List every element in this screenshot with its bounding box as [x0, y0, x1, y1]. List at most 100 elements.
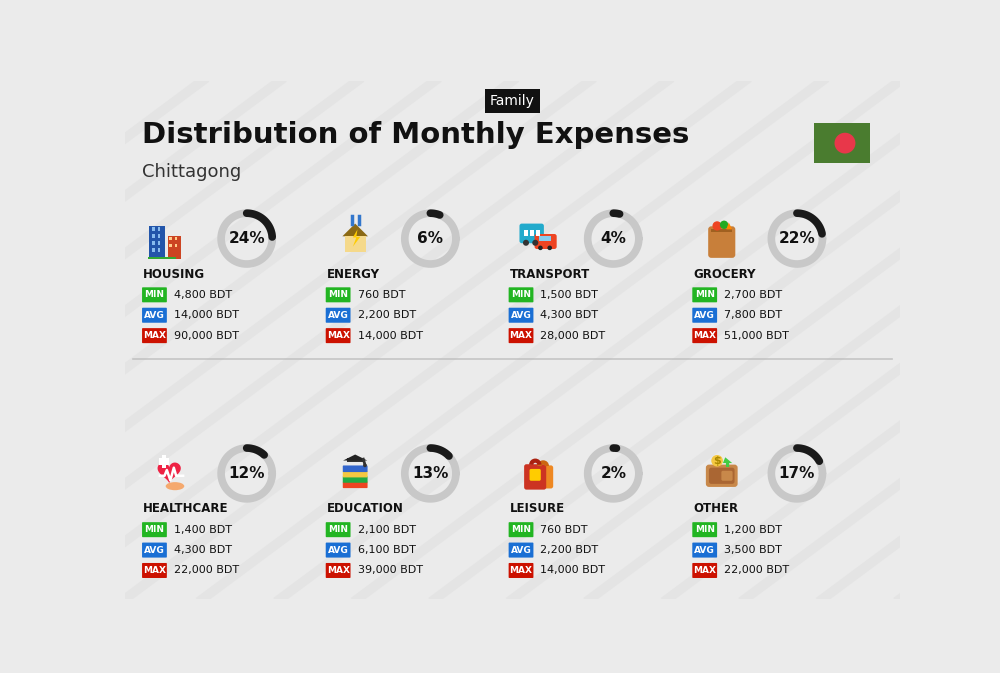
Circle shape: [711, 455, 723, 466]
Text: Family: Family: [490, 94, 535, 108]
Text: 1,200 BDT: 1,200 BDT: [724, 525, 782, 534]
Text: ENERGY: ENERGY: [326, 268, 380, 281]
Text: AVG: AVG: [511, 546, 531, 555]
Text: 4,800 BDT: 4,800 BDT: [174, 290, 232, 299]
Text: AVG: AVG: [144, 546, 165, 555]
Text: MAX: MAX: [510, 566, 533, 575]
Text: MIN: MIN: [511, 525, 531, 534]
Text: AVG: AVG: [328, 311, 349, 320]
Polygon shape: [158, 462, 181, 483]
FancyBboxPatch shape: [509, 287, 533, 302]
Bar: [152, 248, 155, 252]
FancyBboxPatch shape: [343, 476, 368, 483]
FancyBboxPatch shape: [326, 328, 351, 343]
FancyBboxPatch shape: [142, 287, 167, 302]
Text: MAX: MAX: [693, 331, 716, 340]
Text: 760 BDT: 760 BDT: [358, 290, 405, 299]
Text: 2,200 BDT: 2,200 BDT: [358, 310, 416, 320]
Text: LEISURE: LEISURE: [509, 502, 565, 516]
Text: AVG: AVG: [328, 546, 349, 555]
FancyBboxPatch shape: [326, 522, 351, 537]
Bar: [530, 230, 534, 236]
Text: MIN: MIN: [695, 525, 715, 534]
Bar: [158, 248, 160, 252]
FancyBboxPatch shape: [692, 563, 717, 578]
Text: AVG: AVG: [694, 311, 715, 320]
Bar: [711, 229, 732, 232]
Text: 90,000 BDT: 90,000 BDT: [174, 330, 239, 341]
FancyBboxPatch shape: [142, 308, 167, 323]
Ellipse shape: [166, 482, 184, 490]
Text: 28,000 BDT: 28,000 BDT: [540, 330, 606, 341]
Text: MAX: MAX: [143, 566, 166, 575]
FancyBboxPatch shape: [524, 464, 546, 490]
FancyBboxPatch shape: [343, 471, 368, 477]
FancyBboxPatch shape: [708, 226, 735, 258]
Polygon shape: [726, 223, 732, 229]
FancyBboxPatch shape: [509, 328, 533, 343]
Text: 12%: 12%: [228, 466, 265, 481]
Bar: [149, 226, 165, 258]
FancyBboxPatch shape: [519, 223, 544, 243]
FancyBboxPatch shape: [142, 522, 167, 537]
Bar: [347, 458, 363, 462]
Polygon shape: [353, 229, 360, 247]
FancyBboxPatch shape: [509, 522, 533, 537]
Bar: [168, 236, 181, 258]
Bar: [152, 227, 155, 231]
Text: 2,200 BDT: 2,200 BDT: [540, 545, 599, 555]
Bar: [175, 237, 177, 240]
Bar: [175, 244, 177, 247]
Text: 24%: 24%: [228, 231, 265, 246]
Circle shape: [547, 246, 552, 250]
FancyBboxPatch shape: [533, 465, 553, 489]
FancyBboxPatch shape: [326, 287, 351, 302]
Text: HEALTHCARE: HEALTHCARE: [143, 502, 228, 516]
Text: HOUSING: HOUSING: [143, 268, 205, 281]
Bar: [536, 230, 540, 236]
Text: 1,400 BDT: 1,400 BDT: [174, 525, 232, 534]
Text: EDUCATION: EDUCATION: [326, 502, 403, 516]
Text: MIN: MIN: [328, 290, 348, 299]
Text: 2,700 BDT: 2,700 BDT: [724, 290, 782, 299]
Text: 3,500 BDT: 3,500 BDT: [724, 545, 782, 555]
Circle shape: [538, 246, 543, 250]
FancyBboxPatch shape: [343, 481, 368, 488]
Text: MAX: MAX: [693, 566, 716, 575]
Circle shape: [712, 221, 722, 231]
Text: 4,300 BDT: 4,300 BDT: [540, 310, 598, 320]
Text: MAX: MAX: [327, 566, 350, 575]
FancyBboxPatch shape: [142, 328, 167, 343]
Text: 13%: 13%: [412, 466, 449, 481]
Text: AVG: AVG: [694, 546, 715, 555]
Text: 7,800 BDT: 7,800 BDT: [724, 310, 782, 320]
Text: MAX: MAX: [327, 331, 350, 340]
Bar: [152, 234, 155, 238]
Polygon shape: [723, 457, 732, 467]
Text: 14,000 BDT: 14,000 BDT: [358, 330, 422, 341]
Bar: [158, 227, 160, 231]
FancyBboxPatch shape: [692, 542, 717, 558]
Circle shape: [363, 464, 367, 467]
FancyBboxPatch shape: [509, 563, 533, 578]
Text: 760 BDT: 760 BDT: [540, 525, 588, 534]
Bar: [148, 257, 176, 259]
Polygon shape: [342, 223, 368, 236]
Text: MIN: MIN: [144, 525, 164, 534]
FancyBboxPatch shape: [692, 328, 717, 343]
FancyBboxPatch shape: [509, 542, 533, 558]
FancyBboxPatch shape: [343, 466, 368, 472]
Text: GROCERY: GROCERY: [693, 268, 756, 281]
FancyBboxPatch shape: [535, 234, 557, 249]
Text: 6%: 6%: [417, 231, 443, 246]
Text: 2%: 2%: [600, 466, 626, 481]
Text: TRANSPORT: TRANSPORT: [509, 268, 590, 281]
Text: MIN: MIN: [695, 290, 715, 299]
Text: 22%: 22%: [779, 231, 815, 246]
Text: 17%: 17%: [779, 466, 815, 481]
Text: 22,000 BDT: 22,000 BDT: [724, 565, 789, 575]
Text: MAX: MAX: [510, 331, 533, 340]
Circle shape: [720, 221, 728, 229]
Text: 39,000 BDT: 39,000 BDT: [358, 565, 422, 575]
Bar: [345, 236, 366, 252]
